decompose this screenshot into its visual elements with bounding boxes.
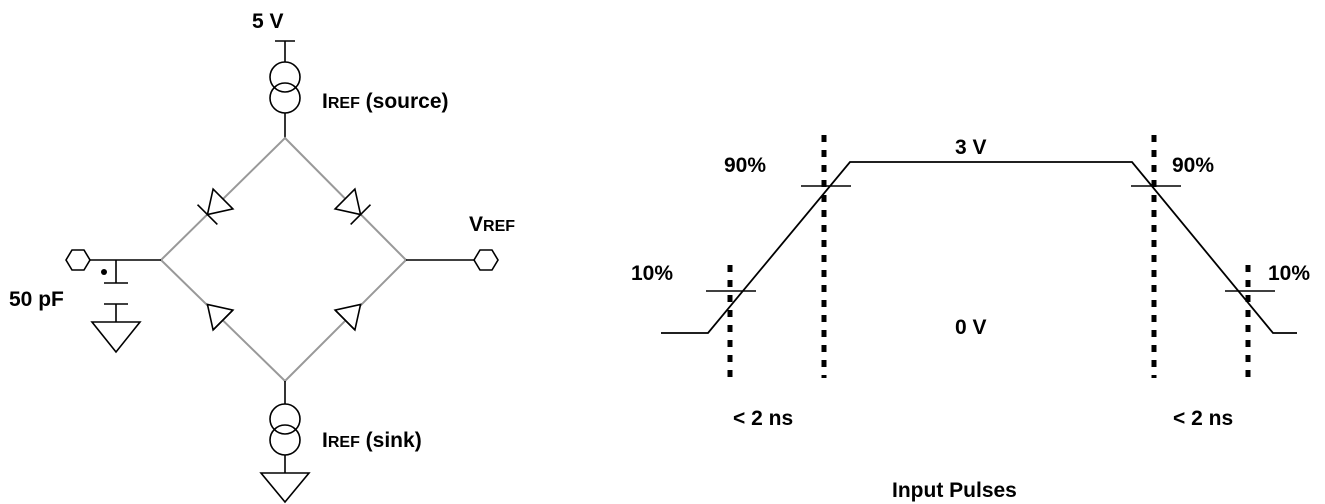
fall-10-percent-label: 10% [1268,262,1310,285]
vref-label: VREF [469,213,515,236]
fall-90-percent-label: 90% [1172,154,1214,177]
dut-output-terminal [65,249,91,271]
fall-time-label: < 2 ns [1173,407,1233,430]
low-level-label: 0 V [955,316,987,339]
sink-current-label: IREF (sink) [322,429,422,452]
rise-90-percent-label: 90% [724,154,766,177]
diode-bridge [159,136,408,383]
capacitor-ground-symbol [90,321,142,354]
test-load-circuit: 5 V IREF (source) [9,10,515,504]
waveform-title: Input Pulses [892,479,1017,502]
diode-lower-left [206,303,235,332]
supply-voltage-label: 5 V [252,10,284,33]
capacitor-polarity-dot [101,269,107,275]
source-current-label: IREF (source) [322,90,449,113]
input-pulse-waveform: 3 V 0 V 90% 90% 10% 10% < 2 ns < 2 ns In… [631,135,1310,502]
current-sink-symbol [269,403,301,456]
diode-lower-right [333,303,362,332]
sink-ground-symbol [259,472,311,504]
high-level-label: 3 V [955,136,987,159]
current-source-symbol [269,61,301,114]
pulse-trace [661,161,1297,334]
rise-10-percent-label: 10% [631,262,673,285]
diode-upper-right [333,187,372,226]
vref-terminal [473,249,499,271]
rise-time-label: < 2 ns [733,407,793,430]
diode-upper-left [196,187,235,226]
load-capacitance-label: 50 pF [9,288,64,311]
